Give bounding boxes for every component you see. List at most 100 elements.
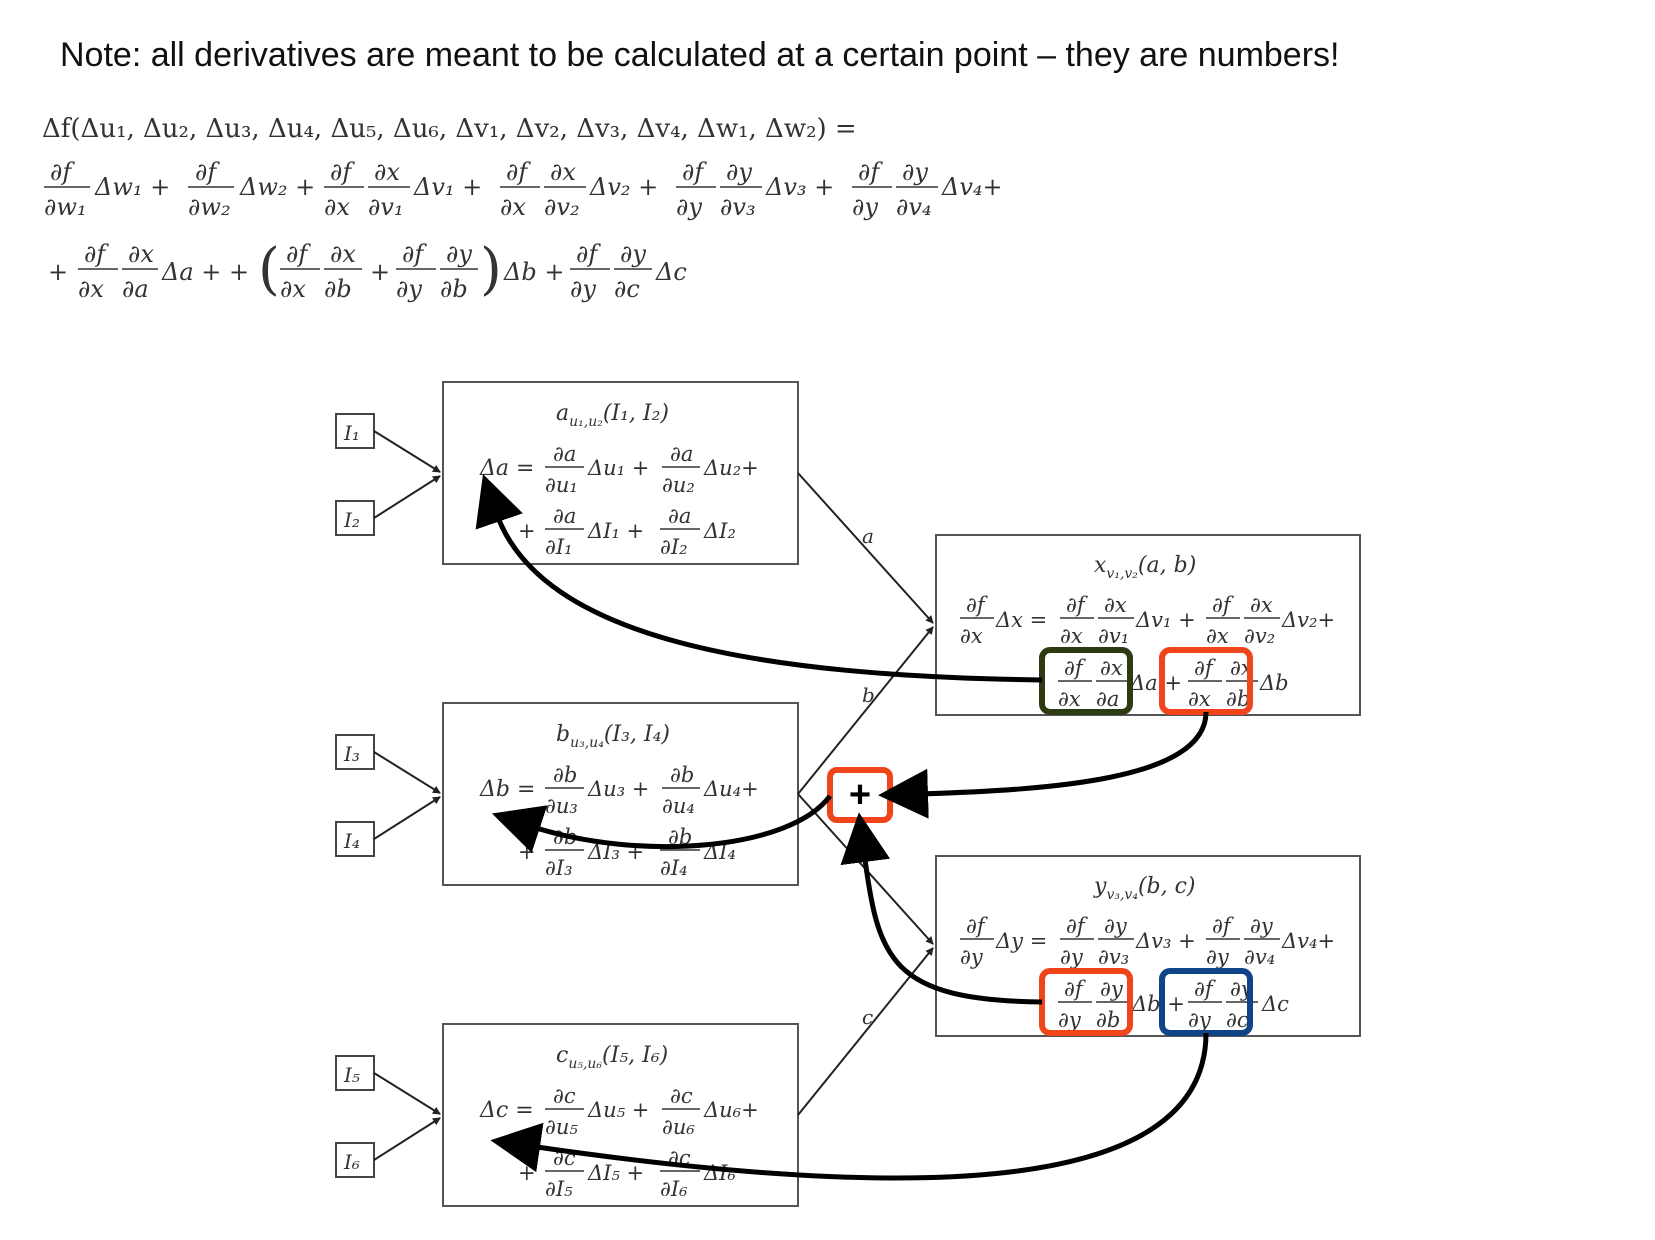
node-y: yv₃,v₄(b, c) ∂f∂y Δy = ∂f∂y ∂y∂v₃ Δv₃ + … [935, 855, 1361, 1037]
svg-text:∂x: ∂x [128, 240, 154, 268]
svg-text:∂I₃: ∂I₃ [545, 856, 573, 880]
svg-text:∂x: ∂x [1188, 687, 1211, 711]
svg-text:∂f: ∂f [402, 240, 427, 268]
svg-text:∂f: ∂f [1064, 977, 1086, 1001]
svg-text:Δu₂+: Δu₂+ [703, 456, 759, 480]
svg-text:∂y: ∂y [446, 240, 472, 268]
svg-text:+: + [518, 840, 536, 864]
svg-text:Δv₃ +: Δv₃ + [765, 173, 834, 201]
svg-text:∂f: ∂f [1194, 656, 1216, 680]
svg-text:): ) [480, 237, 502, 302]
svg-text:∂f: ∂f [330, 158, 355, 186]
input-box-I1: I₁ [335, 413, 375, 449]
svg-text:∂b: ∂b [1096, 1008, 1120, 1032]
svg-text:Δu₅ +: Δu₅ + [587, 1098, 649, 1122]
input-label: I₂ [343, 508, 360, 532]
svg-text:Δw₁ +: Δw₁ + [94, 173, 170, 201]
svg-text:∂y: ∂y [902, 158, 928, 186]
svg-text:∂c: ∂c [614, 275, 640, 303]
svg-text:Δc: Δc [1261, 992, 1289, 1016]
svg-text:∂a: ∂a [122, 275, 149, 303]
node-x: xv₁,v₂(a, b) ∂f∂x Δx = ∂f∂x ∂x∂v₁ Δv₁ + … [935, 534, 1361, 716]
input-label: I₆ [343, 1150, 360, 1174]
svg-text:∂c: ∂c [553, 1084, 576, 1108]
svg-text:ΔI₅ +: ΔI₅ + [587, 1161, 644, 1185]
svg-text:∂x: ∂x [1060, 624, 1083, 648]
edge-label-c: c [862, 1005, 873, 1029]
edge-a-x [797, 472, 934, 624]
svg-text:∂f: ∂f [506, 158, 531, 186]
svg-text:∂f: ∂f [50, 158, 75, 186]
svg-text:∂v₃: ∂v₃ [720, 193, 756, 221]
svg-text:Δu₄+: Δu₄+ [703, 777, 759, 801]
svg-text:∂y: ∂y [1104, 914, 1128, 938]
svg-text:∂x: ∂x [374, 158, 400, 186]
svg-text:∂u₅: ∂u₅ [545, 1115, 578, 1139]
input-box-I6: I₆ [335, 1142, 375, 1178]
chain-rule-equation: Δf(Δu₁, Δu₂, Δu₃, Δu₄, Δu₅, Δu₆, Δv₁, Δv… [42, 114, 1003, 303]
node-b-lhs: Δb = [479, 777, 535, 802]
svg-text:(: ( [258, 237, 280, 302]
backprop-arrows [475, 474, 1209, 1181]
svg-text:+: + [518, 1161, 536, 1185]
plus-node: + [827, 767, 893, 823]
svg-text:∂f: ∂f [1066, 914, 1088, 938]
svg-text:bu₃,u₄(I₃, I₄): bu₃,u₄(I₃, I₄) [556, 722, 670, 751]
node-a-lhs: Δa = [479, 456, 534, 481]
svg-text:au₁,u₂(I₁, I₂): au₁,u₂(I₁, I₂) [556, 401, 669, 430]
arrow-blue-to-c [490, 1032, 1209, 1181]
svg-text:∂x: ∂x [280, 275, 306, 303]
equation-line-1: Δf(Δu₁, Δu₂, Δu₃, Δu₄, Δu₅, Δu₆, Δv₁, Δv… [42, 114, 857, 144]
svg-text:∂w₂: ∂w₂ [188, 193, 231, 221]
input-label: I₁ [343, 421, 360, 445]
svg-text:∂f: ∂f [286, 240, 311, 268]
svg-text:Δa + +: Δa + + [161, 258, 249, 286]
arrow-orange-x-to-plus [878, 711, 1209, 819]
svg-text:∂u₃: ∂u₃ [545, 794, 578, 818]
svg-text:∂f: ∂f [1212, 914, 1234, 938]
svg-text:∂y: ∂y [1206, 945, 1230, 969]
svg-text:∂y: ∂y [1060, 945, 1084, 969]
svg-text:∂f: ∂f [682, 158, 707, 186]
edge-c-y [797, 947, 934, 1116]
svg-text:Δu₃ +: Δu₃ + [587, 777, 649, 801]
svg-text:∂f: ∂f [195, 158, 220, 186]
svg-text:∂f: ∂f [1066, 593, 1088, 617]
svg-text:ΔI₆: ΔI₆ [703, 1161, 736, 1185]
svg-text:Δv₃ +: Δv₃ + [1135, 929, 1196, 953]
svg-text:∂I₁: ∂I₁ [545, 535, 573, 559]
svg-text:Δu₆+: Δu₆+ [703, 1098, 759, 1122]
input-box-I4: I₄ [335, 821, 375, 857]
svg-text:∂u₆: ∂u₆ [662, 1115, 695, 1139]
input-connectors [373, 430, 441, 1161]
svg-text:∂I₅: ∂I₅ [545, 1177, 573, 1201]
svg-text:∂x: ∂x [1206, 624, 1229, 648]
plus-symbol: + [849, 774, 871, 816]
arrow-green-to-a [475, 474, 1043, 683]
svg-text:∂v₄: ∂v₄ [896, 193, 932, 221]
svg-text:∂y: ∂y [1100, 977, 1124, 1001]
svg-text:xv₁,v₂(a, b): xv₁,v₂(a, b) [1094, 553, 1196, 582]
svg-text:∂x: ∂x [1100, 656, 1123, 680]
svg-text:∂I₄: ∂I₄ [660, 856, 688, 880]
equation-line-3: + ∂f ∂x ∂x ∂a Δa + + ( ∂f ∂x ∂x ∂b + ∂f ∂y ∂y… [48, 237, 687, 303]
svg-text:∂b: ∂b [553, 763, 577, 787]
svg-text:∂x: ∂x [1058, 687, 1081, 711]
svg-text:∂v₁: ∂v₁ [368, 193, 404, 221]
svg-text:∂v₃: ∂v₃ [1098, 945, 1129, 969]
svg-text:+: + [518, 519, 536, 543]
svg-text:Δv₁ +: Δv₁ + [413, 173, 482, 201]
svg-text:∂I₆: ∂I₆ [660, 1177, 688, 1201]
svg-text:∂x: ∂x [1250, 593, 1273, 617]
svg-text:Δb +: Δb + [1131, 992, 1185, 1016]
svg-text:∂y: ∂y [960, 945, 984, 969]
svg-text:Δv₄+: Δv₄+ [1281, 929, 1335, 953]
node-c: cu₅,u₆(I₅, I₆) Δc = ∂c ∂u₅ Δu₅ + ∂c ∂u₆ Δu… [442, 1023, 799, 1207]
svg-text:Δv₁ +: Δv₁ + [1135, 608, 1196, 632]
svg-text:+: + [48, 258, 68, 286]
svg-text:∂x: ∂x [500, 193, 526, 221]
svg-text:∂I₂: ∂I₂ [660, 535, 688, 559]
edge-label-a: a [862, 524, 874, 548]
svg-text:Δb: Δb [1259, 671, 1289, 695]
